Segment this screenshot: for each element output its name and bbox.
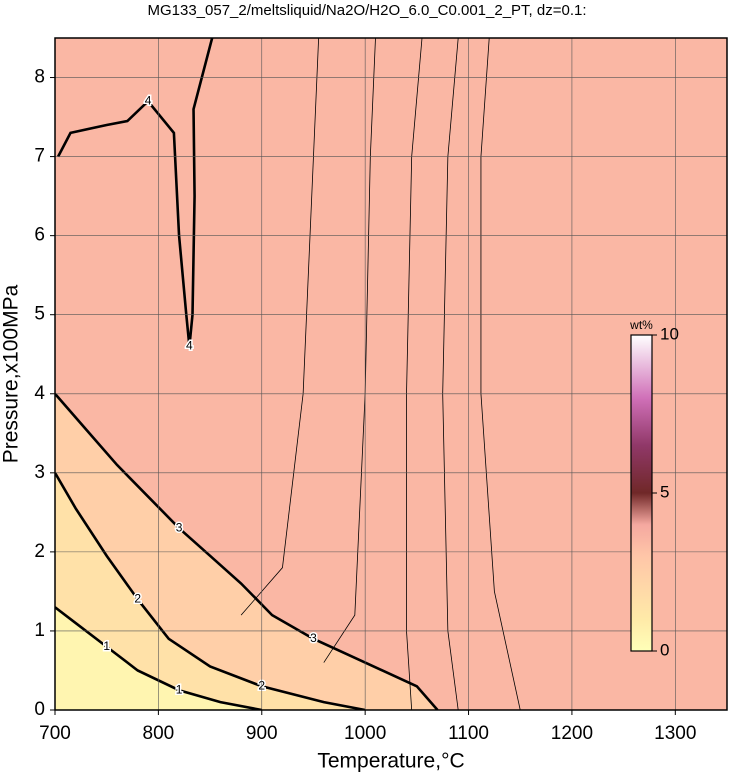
x-tick-label: 1200 — [551, 723, 593, 744]
contour-label: 3 — [176, 520, 183, 534]
colorbar — [630, 334, 653, 652]
y-tick-label: 4 — [34, 383, 45, 404]
contour-band — [55, 472, 366, 710]
x-tick-label: 1000 — [344, 723, 386, 744]
y-tick-label: 1 — [34, 620, 45, 641]
x-axis-label: Temperature,°C — [317, 750, 464, 773]
x-tick-label: 900 — [246, 723, 278, 744]
y-tick-label: 6 — [34, 225, 45, 246]
x-tick-label: 1100 — [448, 723, 489, 744]
contour-line — [55, 472, 366, 710]
chart-title: MG133_057_2/meltsliquid/Na2O/H2O_6.0_C0.… — [147, 2, 586, 19]
colorbar-tick-label: 5 — [660, 482, 669, 501]
x-tick-label: 1300 — [654, 723, 696, 744]
contour-label: 4 — [186, 339, 193, 353]
contour-line — [55, 392, 439, 710]
contour-band — [55, 607, 262, 710]
y-tick-label: 2 — [34, 541, 45, 562]
y-tick-label: 7 — [34, 146, 45, 167]
x-tick-label: 800 — [143, 723, 175, 744]
plot-frame — [54, 37, 728, 711]
colorbar-tick-label: 10 — [660, 324, 679, 343]
y-tick-label: 5 — [34, 304, 45, 325]
colorbar-tick-label: 0 — [660, 640, 669, 659]
x-tick-label: 700 — [39, 723, 71, 744]
y-tick-label: 8 — [34, 67, 45, 88]
contour-label: 1 — [103, 639, 110, 653]
colorbar-label: wt% — [629, 318, 653, 332]
contour-label: 2 — [134, 591, 141, 605]
y-tick-label: 0 — [34, 699, 45, 720]
contour-line — [55, 606, 263, 710]
y-tick-label: 3 — [34, 462, 45, 483]
contour-label: 1 — [176, 682, 183, 696]
contour-label: 4 — [145, 93, 152, 107]
contour-label: 3 — [310, 631, 317, 645]
y-axis-label: Pressure,x100MPa — [0, 284, 23, 463]
